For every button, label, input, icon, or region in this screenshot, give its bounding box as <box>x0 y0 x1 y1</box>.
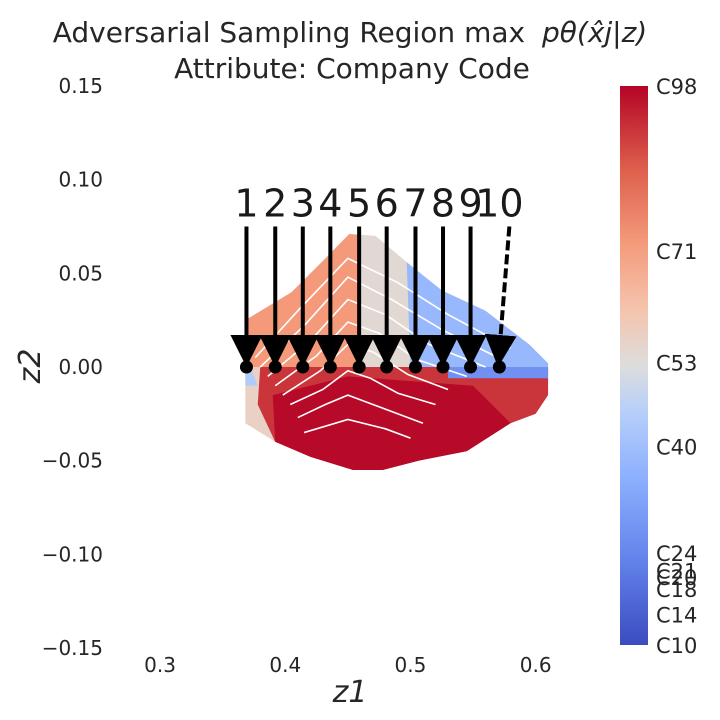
chart-title-line1: Adversarial Sampling Region max pθ(x̂j|z… <box>53 16 647 49</box>
y-tick-label: 0.10 <box>58 168 103 192</box>
y-axis-label: z2 <box>13 349 48 385</box>
heatmap-cell-upper-right-lightblue <box>406 262 549 367</box>
x-tick-label: 0.4 <box>269 653 301 677</box>
sample-label-6: 6 <box>375 182 399 226</box>
colorbar-tick-label: C10 <box>656 634 697 658</box>
y-axis-ticks: 0.15 0.10 0.05 0.00 −0.05 −0.10 −0.15 <box>42 74 103 660</box>
sample-label-10: 10 <box>475 182 523 226</box>
sample-point-6 <box>380 360 394 374</box>
colorbar-tick-label: C53 <box>656 352 697 376</box>
colorbar-tick-label: C21 <box>656 560 697 584</box>
sample-point-3 <box>296 360 310 374</box>
sample-point-2 <box>268 360 282 374</box>
chart-title-line2: Attribute: Company Code <box>174 52 530 85</box>
colorbar-gradient <box>620 86 648 645</box>
sample-label-4: 4 <box>318 182 342 226</box>
sample-label-8: 8 <box>431 182 455 226</box>
sample-point-5 <box>352 360 366 374</box>
arrow-10 <box>484 226 517 367</box>
y-tick-label: 0.15 <box>58 74 103 98</box>
y-tick-label: 0.05 <box>58 261 103 285</box>
heatmap-cell-mid-left-lightblue <box>245 344 258 386</box>
colorbar-tick-label: C18 <box>656 578 697 602</box>
contour-line-1 <box>254 257 512 359</box>
sample-point-10 <box>492 360 506 374</box>
y-tick-label: −0.15 <box>42 636 103 660</box>
heatmap-region <box>245 233 549 471</box>
plot-area: 1 2 3 4 5 6 7 8 910 <box>230 182 549 471</box>
sample-point-7 <box>408 360 422 374</box>
colorbar-tick-label: C71 <box>656 240 697 264</box>
sample-label-9: 9 <box>458 182 482 226</box>
colorbar-tick-label: C24 <box>656 542 697 566</box>
colorbar-tick-label: C14 <box>656 603 697 627</box>
y-tick-label: −0.05 <box>42 449 103 473</box>
y-tick-label: 0.00 <box>58 355 103 379</box>
colorbar-tick-label: C20 <box>656 566 697 590</box>
contour-line-6 <box>289 369 436 406</box>
sample-point-1 <box>239 360 253 374</box>
contour-line-7 <box>297 394 424 424</box>
sample-label-7: 7 <box>403 182 427 226</box>
sample-point-4 <box>323 360 337 374</box>
x-tick-label: 0.5 <box>395 653 427 677</box>
colorbar-tick-label: C40 <box>656 436 697 460</box>
x-tick-label: 0.6 <box>520 653 552 677</box>
contour-line-8 <box>303 418 411 439</box>
contour-line-2 <box>259 276 499 368</box>
sample-label-1: 1 <box>234 182 258 226</box>
sample-label-3: 3 <box>291 182 315 226</box>
heatmap-cell-deep-red-bottom <box>272 376 511 471</box>
sample-point-8 <box>436 360 450 374</box>
sample-label-5: 5 <box>347 182 371 226</box>
x-tick-label: 0.3 <box>144 653 176 677</box>
x-axis-label: z1 <box>332 675 368 710</box>
y-tick-label: −0.10 <box>42 542 103 566</box>
sample-label-2: 2 <box>263 182 287 226</box>
colorbar-tick-label: C98 <box>656 75 697 99</box>
x-axis-ticks: 0.3 0.4 0.5 0.6 <box>144 653 551 677</box>
sample-point-9 <box>464 360 478 374</box>
